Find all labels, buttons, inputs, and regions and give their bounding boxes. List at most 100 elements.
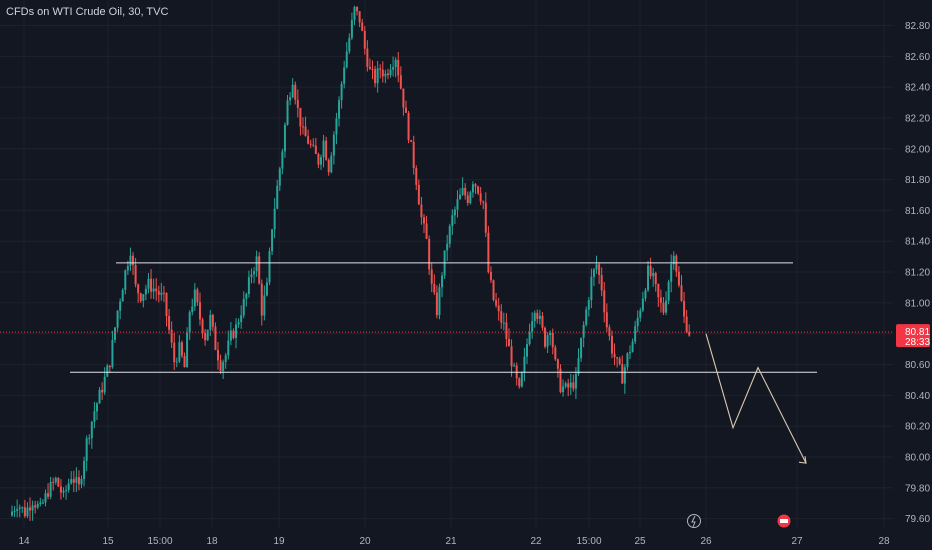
candle-body: [350, 20, 353, 38]
candle-body: [198, 302, 201, 320]
candle-body: [471, 184, 474, 193]
candle-body: [126, 265, 129, 271]
candle-body: [430, 269, 433, 284]
candle-body: [361, 22, 364, 31]
candle-body: [294, 84, 297, 100]
candle-body: [500, 311, 503, 323]
candle-body: [268, 251, 271, 283]
candle-body: [574, 373, 577, 389]
time-axis[interactable]: 14 15 15:00 18 19 20 21 22 15:00 25 26 27 28: [18, 536, 890, 547]
candles: [11, 5, 691, 521]
candle-body: [446, 243, 449, 251]
candle-body: [381, 69, 384, 77]
candle-body: [580, 337, 583, 359]
candle-body: [222, 362, 225, 372]
candle-body: [657, 284, 660, 298]
candle-body: [363, 30, 366, 49]
candle-body: [518, 378, 521, 387]
candle-body: [616, 357, 619, 359]
candle-body: [245, 293, 248, 299]
candle-body: [654, 272, 657, 285]
candle-body: [404, 107, 407, 113]
candle-body: [77, 477, 80, 485]
candle-body: [433, 283, 436, 293]
candle-body: [301, 126, 304, 128]
candle-body: [605, 312, 608, 328]
candle-body: [327, 159, 330, 173]
candle-body: [425, 223, 428, 239]
candle-body: [296, 99, 299, 108]
candle-body: [541, 315, 544, 328]
time-axis-icons: [687, 514, 791, 528]
candle-body: [278, 168, 281, 186]
candle-body: [459, 194, 462, 200]
candle-body: [124, 270, 127, 290]
candle-body: [111, 339, 114, 368]
candle-body: [201, 319, 204, 334]
price-tick-label: 79.80: [905, 483, 930, 494]
candle-body: [466, 195, 469, 203]
candle-body: [649, 265, 652, 277]
candle-body: [80, 478, 83, 485]
candle-body: [507, 338, 510, 347]
candle-body: [549, 332, 552, 336]
candle-body: [253, 271, 256, 275]
candle-body: [322, 140, 325, 158]
candle-body: [59, 486, 62, 493]
candle-body: [641, 298, 644, 311]
candle-body: [13, 510, 16, 512]
candle-body: [65, 489, 68, 491]
candle-body: [356, 6, 359, 12]
candle-body: [309, 143, 312, 145]
candle-body: [415, 167, 418, 185]
candle-body: [47, 493, 50, 497]
candle-body: [229, 330, 232, 341]
candle-body: [636, 317, 639, 327]
candle-body: [289, 97, 292, 101]
candle-body: [260, 283, 263, 316]
candle-body: [173, 342, 176, 363]
price-tick-label: 81.20: [905, 268, 930, 279]
candle-body: [489, 272, 492, 281]
candle-body: [374, 69, 377, 84]
candle-body: [677, 271, 680, 286]
candle-body: [412, 141, 415, 168]
candle-body: [536, 312, 539, 319]
price-tick-label: 80.40: [905, 391, 930, 402]
candle-body: [399, 75, 402, 89]
price-tick-label: 82.60: [905, 52, 930, 63]
candle-body: [54, 477, 57, 483]
time-tick-label: 20: [359, 536, 371, 547]
candle-body: [441, 275, 444, 288]
price-tick-label: 81.60: [905, 206, 930, 217]
candle-body: [688, 331, 691, 336]
candle-body: [366, 48, 369, 67]
current-price-label: 80.81: [905, 327, 930, 338]
projection-path[interactable]: [705, 333, 807, 464]
candle-body: [469, 192, 472, 203]
candle-body: [150, 278, 153, 292]
candle-body: [307, 136, 310, 144]
price-axis[interactable]: 82.80 82.60 82.40 82.20 82.00 81.80 81.60 81.40…: [893, 0, 932, 550]
candle-body: [39, 502, 42, 504]
candle-body: [57, 477, 60, 487]
candle-body: [608, 327, 611, 336]
candle-body: [453, 209, 456, 216]
candle-body: [160, 292, 163, 295]
candle-body: [214, 326, 217, 350]
candle-body: [546, 335, 549, 347]
candle-body: [75, 477, 78, 483]
price-tick-label: 80.00: [905, 452, 930, 463]
candle-body: [629, 352, 631, 354]
candle-body: [206, 329, 209, 341]
candle-body: [139, 293, 142, 301]
candle-body: [569, 382, 572, 388]
candle-body: [178, 342, 181, 362]
candle-body: [544, 327, 547, 347]
candle-body: [36, 503, 39, 508]
candle-body: [394, 59, 397, 68]
candle-body: [495, 300, 498, 306]
candle-body: [286, 100, 289, 125]
level-lines[interactable]: [70, 262, 817, 373]
